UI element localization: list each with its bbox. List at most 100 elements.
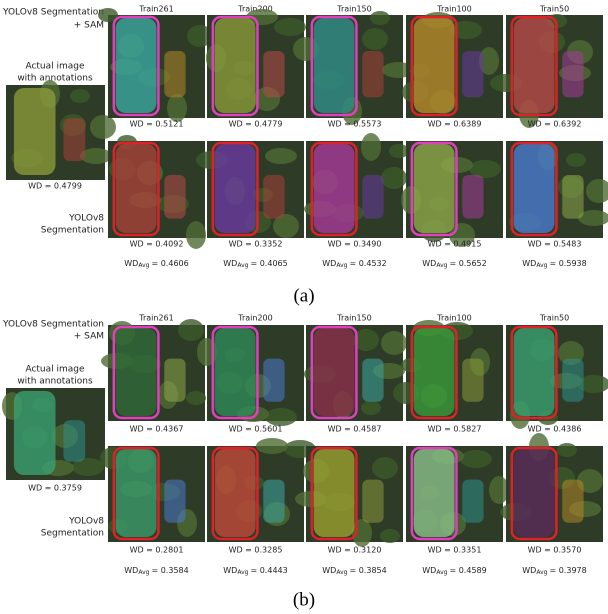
wd-value: WD = 0.3570	[528, 546, 582, 555]
segment	[116, 144, 157, 233]
column-title: Train150	[336, 314, 371, 323]
wd-avg-main: WD	[522, 566, 536, 575]
image	[206, 9, 306, 118]
segment-2	[462, 359, 483, 402]
wd-avg: WDAvg= 0.4606	[124, 259, 188, 269]
wd-value: WD = 0.6392	[528, 120, 582, 129]
wd-value: WD = 0.4092	[130, 240, 184, 249]
segment	[14, 391, 56, 475]
image	[207, 438, 316, 542]
actual-wd: WD = 0.3759	[28, 484, 82, 493]
image	[2, 388, 105, 480]
wd-avg-value: = 0.3584	[151, 566, 188, 575]
wd-avg-sub: Avg	[336, 262, 347, 269]
segment	[116, 328, 157, 416]
image	[304, 133, 409, 238]
image	[101, 319, 206, 421]
wd-avg-value: = 0.4443	[250, 566, 287, 575]
segment	[514, 18, 555, 113]
foliage	[70, 89, 90, 103]
image	[108, 135, 206, 249]
image	[196, 141, 304, 238]
segment-2	[562, 51, 583, 97]
wd-avg-value: = 0.4589	[449, 566, 486, 575]
foliage	[265, 148, 297, 164]
segment-2	[562, 359, 583, 402]
segment	[314, 144, 355, 233]
foliage	[256, 438, 288, 454]
foliage	[90, 115, 116, 139]
segment-2	[164, 359, 185, 402]
wd-avg-main: WD	[422, 259, 436, 268]
segment-2	[263, 480, 284, 523]
wd-value: WD = 0.4367	[130, 425, 184, 434]
wd-avg-sub: Avg	[138, 262, 149, 269]
row1-label: + SAM	[74, 21, 104, 31]
image	[406, 446, 509, 542]
segment-2	[362, 359, 383, 402]
row2-label: YOLOv8	[68, 517, 104, 527]
column-title: Train150	[336, 5, 371, 14]
segment	[514, 328, 555, 416]
wd-avg-value: = 0.3978	[549, 566, 586, 575]
segment	[314, 18, 355, 113]
row1-label: + SAM	[74, 332, 104, 342]
image	[304, 325, 407, 421]
image	[6, 80, 116, 180]
foliage	[370, 11, 390, 25]
foliage	[265, 408, 297, 426]
foliage	[167, 94, 187, 122]
wd-avg: WDAvg= 0.3978	[522, 566, 586, 576]
wd-avg-main: WD	[422, 566, 436, 575]
wd-value: WD = 0.3352	[229, 240, 283, 249]
segment-2	[362, 175, 383, 219]
panel-label: (a)	[293, 285, 314, 306]
wd-value: WD = 0.4587	[328, 425, 382, 434]
segment-2	[164, 175, 185, 219]
wd-avg-sub: Avg	[336, 569, 347, 576]
wd-avg-main: WD	[124, 566, 138, 575]
column-title: Train50	[539, 314, 569, 323]
wd-avg-sub: Avg	[536, 262, 547, 269]
image	[402, 12, 503, 118]
image	[506, 325, 608, 429]
wd-avg-value: = 0.5652	[449, 259, 486, 268]
foliage	[372, 457, 398, 479]
column-title: Train200	[237, 314, 272, 323]
wd-value: WD = 0.3120	[328, 546, 382, 555]
segment-2	[462, 51, 483, 97]
segment	[116, 18, 157, 113]
wd-avg: WDAvg= 0.3584	[124, 566, 188, 576]
foliage	[178, 319, 204, 341]
wd-avg-value: = 0.5938	[549, 259, 586, 268]
foliage	[381, 331, 407, 355]
wd-value: WD = 0.5121	[130, 120, 184, 129]
wd-avg-main: WD	[124, 259, 138, 268]
segment	[215, 449, 256, 537]
wd-value: WD = 0.4915	[428, 240, 482, 249]
wd-value: WD = 0.5573	[328, 120, 382, 129]
image	[401, 141, 503, 247]
foliage	[362, 28, 388, 50]
image	[98, 8, 213, 122]
wd-avg-sub: Avg	[237, 262, 248, 269]
segment-2	[63, 420, 85, 461]
column-title: Train261	[138, 5, 173, 14]
wd-value: WD = 0.5483	[528, 240, 582, 249]
wd-avg: WDAvg= 0.4532	[322, 259, 386, 269]
row2-label: Segmentation	[41, 529, 104, 539]
wd-avg-value: = 0.3854	[349, 566, 386, 575]
segment	[514, 449, 555, 537]
segment	[514, 144, 555, 233]
wd-avg: WDAvg= 0.4443	[223, 566, 287, 576]
segment	[215, 328, 256, 416]
segment	[314, 328, 355, 416]
wd-avg-sub: Avg	[138, 569, 149, 576]
column-title: Train261	[138, 314, 173, 323]
segment-2	[164, 51, 185, 97]
wd-value: WD = 0.3490	[328, 240, 382, 249]
image	[393, 320, 503, 421]
wd-avg-main: WD	[223, 259, 237, 268]
segment	[414, 328, 455, 416]
wd-avg-sub: Avg	[436, 569, 447, 576]
